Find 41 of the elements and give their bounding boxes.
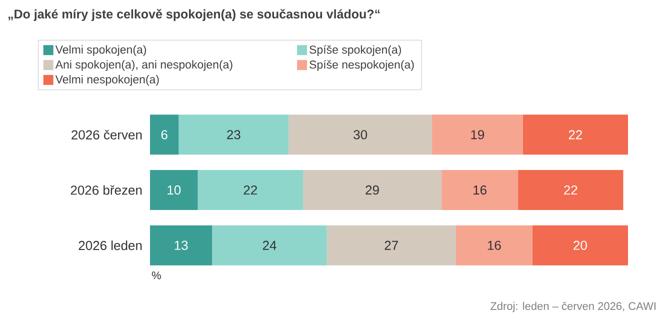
y-tick-label: 2026 leden — [78, 240, 142, 250]
text: Zdroj: leden – červen 2026, CAWI — [490, 302, 656, 312]
bar — [432, 114, 523, 155]
bar — [518, 170, 624, 210]
bar — [288, 114, 432, 155]
bar — [442, 170, 518, 210]
bar — [302, 170, 442, 210]
legend-label: Ani spokojen(a), ani nespokojen(a) — [55, 60, 232, 71]
legend-label: Spíše nespokojen(a) — [310, 60, 414, 71]
y-tick-label: 2026 červen — [72, 130, 142, 140]
bar — [178, 114, 289, 155]
data-label: 10 — [168, 185, 181, 195]
data-label: 6 — [161, 130, 168, 140]
data-label: 30 — [354, 130, 368, 140]
legend-label: Velmi nespokojen(a) — [55, 75, 159, 86]
data-label: 19 — [471, 130, 484, 140]
data-label: 13 — [174, 240, 188, 250]
bar — [212, 225, 327, 266]
bar — [150, 114, 179, 155]
data-label: 16 — [488, 240, 501, 250]
chart-title: „Do jaké míry jste celkově spokojen(a) se současnou vládou?“ — [8, 9, 380, 21]
data-label: 22 — [244, 185, 257, 195]
data-label: 20 — [574, 240, 587, 250]
bar — [456, 225, 532, 266]
bar — [150, 225, 212, 266]
annotation: % — [152, 272, 161, 280]
legend-label: Velmi spokojen(a) — [55, 45, 146, 56]
data-label: 22 — [568, 130, 582, 140]
bar — [532, 225, 628, 266]
data-label: 16 — [474, 185, 486, 195]
data-label: 24 — [262, 240, 276, 250]
bar — [522, 114, 628, 155]
data-label: 23 — [227, 130, 240, 140]
bar — [198, 170, 303, 210]
bar — [150, 170, 198, 210]
y-tick-label: 2026 březen — [70, 185, 142, 195]
data-label: 22 — [564, 185, 578, 195]
bar — [326, 225, 456, 266]
legend-label: Spíše spokojen(a) — [310, 45, 401, 56]
data-label: 27 — [384, 240, 398, 250]
data-label: 29 — [366, 185, 379, 195]
